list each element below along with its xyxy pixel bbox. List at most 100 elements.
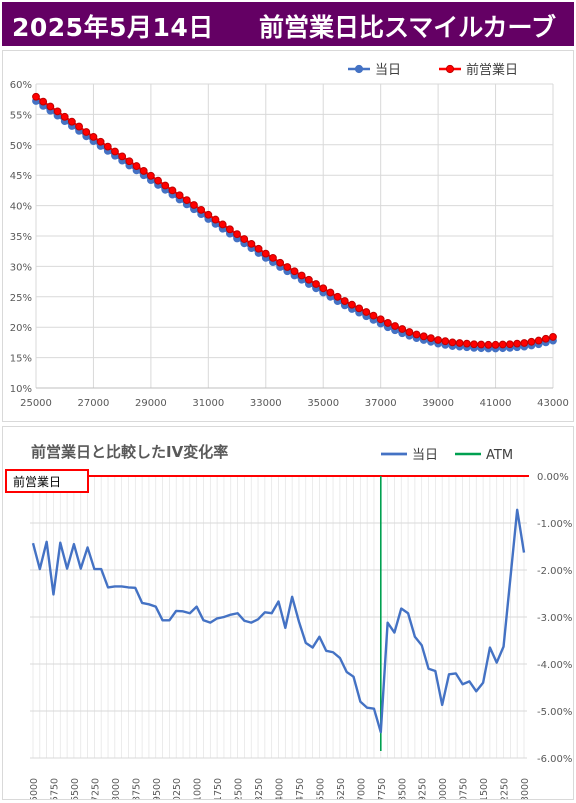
data-point-prev-day (132, 162, 141, 170)
x-tick-label: 40000 (438, 778, 449, 799)
data-point-prev-day (204, 210, 213, 219)
data-point-prev-day (412, 330, 421, 339)
data-point-prev-day (484, 340, 493, 349)
data-point-prev-day (89, 132, 98, 141)
data-point-prev-day (53, 107, 62, 116)
x-tick-label: 36250 (336, 778, 347, 799)
y-tick-label: 60% (10, 80, 32, 91)
x-tick-label: 25750 (49, 778, 60, 799)
x-tick-label: 43000 (537, 398, 569, 409)
data-point-prev-day (362, 308, 371, 316)
header-title: 前営業日比スマイルカーブ (258, 13, 556, 42)
x-tick-label: 31000 (192, 398, 224, 409)
data-point-prev-day (534, 336, 543, 345)
y-tick-label: 15% (10, 354, 32, 365)
data-point-prev-day (182, 196, 191, 205)
data-point-prev-day (541, 334, 550, 343)
data-point-prev-day (125, 157, 134, 166)
y-tick-label: 50% (10, 141, 32, 152)
data-point-prev-day (340, 297, 349, 305)
x-tick-label: 35500 (315, 778, 326, 799)
baseline-label: 前営業日 (13, 474, 61, 489)
data-point-prev-day (297, 271, 306, 280)
y-tick-label: 40% (10, 202, 32, 213)
data-point-prev-day (369, 311, 378, 320)
iv-change-chart: 前営業日と比較したIV変化率 0.00% -1.00% -2.00% -3.00% -4.… (5, 443, 572, 803)
legend-label: ATM (486, 448, 513, 463)
data-point-prev-day (376, 315, 385, 324)
data-point-prev-day (118, 152, 127, 161)
x-tick-label: 28750 (131, 778, 142, 799)
data-point-prev-day (254, 244, 263, 253)
x-tick-label: 29000 (135, 398, 167, 409)
data-point-prev-day (240, 235, 249, 243)
x-tick-label: 34000 (275, 778, 286, 799)
series-line-prev-day (35, 95, 554, 346)
legend-label: 前営業日 (466, 62, 518, 78)
y-tick-label: 10% (10, 384, 32, 395)
data-point-prev-day (276, 258, 285, 267)
smile-curve-panel: 10% 15% 20% 25% 30% 35% 40% 45% 50% 55% 60% 25000 27… (2, 50, 574, 422)
x-tick-label: 39250 (418, 778, 429, 799)
data-point-prev-day (513, 339, 521, 348)
data-point-prev-day (549, 333, 557, 341)
y-tick-label: 45% (10, 171, 32, 182)
y-tick-label: 25% (10, 293, 32, 304)
data-point-prev-day (383, 319, 392, 327)
data-point-prev-day (211, 215, 220, 224)
y-tick-label: -5.00% (537, 707, 572, 718)
legend-marker (354, 64, 364, 74)
header-banner: 2025年5月14日 前営業日比スマイルカーブ (2, 2, 574, 46)
x-tick-label: 31750 (213, 778, 224, 799)
data-point-prev-day (68, 117, 76, 126)
y-tick-label: -6.00% (537, 754, 572, 765)
baseline-label-box (5, 469, 89, 493)
data-point-prev-day (319, 284, 328, 293)
data-point-prev-day (326, 288, 335, 297)
data-point-prev-day (111, 147, 119, 156)
legend-marker (445, 64, 455, 74)
y-tick-label: -2.00% (537, 566, 572, 577)
data-point-prev-day (269, 253, 277, 262)
data-point-prev-day (139, 167, 148, 175)
data-point-prev-day (261, 249, 270, 258)
data-point-prev-day (398, 325, 407, 333)
data-point-prev-day (348, 300, 356, 309)
legend-label: 当日 (412, 448, 438, 463)
x-tick-label: 37000 (365, 398, 397, 409)
data-point-prev-day (75, 122, 83, 131)
data-point-prev-day (470, 340, 478, 349)
data-point-prev-day (96, 137, 105, 146)
x-tick-label: 25000 (20, 398, 52, 409)
data-point-prev-day (82, 128, 91, 136)
data-point-prev-day (455, 339, 464, 347)
data-point-prev-day (448, 338, 457, 347)
y-tick-label: 20% (10, 323, 32, 334)
x-tick-label: 41000 (480, 398, 512, 409)
x-tick-label: 27000 (78, 398, 110, 409)
x-tick-label: 25000 (29, 778, 40, 799)
x-tick-label: 26500 (70, 778, 81, 799)
data-point-prev-day (427, 334, 435, 343)
data-point-prev-day (355, 304, 364, 313)
data-point-prev-day (405, 328, 414, 336)
data-point-prev-day (60, 112, 69, 121)
y-tick-label: -1.00% (537, 519, 572, 530)
x-tick-label: 30250 (172, 778, 183, 799)
chart-title: 前営業日と比較したIV変化率 (31, 443, 228, 461)
data-point-prev-day (146, 171, 155, 180)
data-point-prev-day (491, 340, 500, 349)
data-point-prev-day (190, 201, 198, 209)
x-tick-label: 39000 (422, 398, 454, 409)
data-point-prev-day (247, 240, 256, 248)
data-point-prev-day (520, 339, 529, 347)
data-point-prev-day (283, 263, 292, 271)
data-point-prev-day (477, 340, 486, 349)
y-tick-label: -3.00% (537, 613, 572, 624)
legend-label: 当日 (375, 63, 401, 78)
data-point-prev-day (391, 322, 399, 330)
data-point-prev-day (168, 186, 177, 195)
data-point-prev-day (39, 97, 48, 106)
data-point-prev-day (46, 102, 55, 111)
x-tick-label: 43000 (520, 778, 531, 799)
